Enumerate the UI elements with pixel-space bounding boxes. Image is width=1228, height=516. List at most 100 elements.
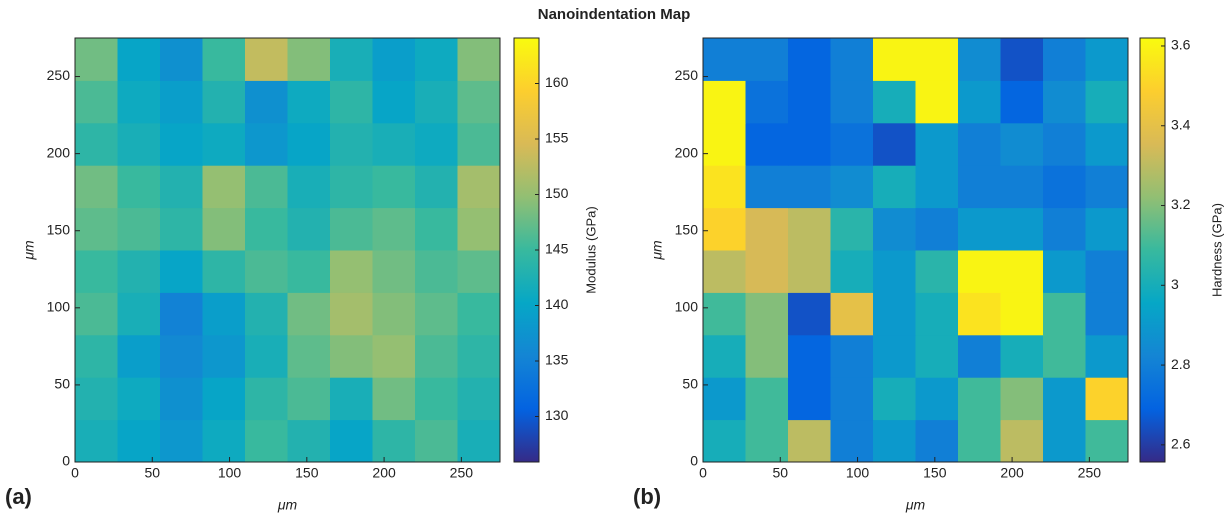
heatmap-cell bbox=[372, 292, 416, 336]
heatmap-cell bbox=[830, 165, 874, 209]
heatmap-cell bbox=[415, 334, 458, 378]
heatmap-cell bbox=[958, 292, 1001, 336]
heatmap-cell bbox=[202, 122, 246, 166]
y-tick-label: 50 bbox=[682, 376, 698, 392]
heatmap-cell bbox=[245, 207, 288, 251]
heatmap-cell bbox=[873, 377, 916, 421]
heatmap-cell bbox=[703, 38, 746, 81]
heatmap-cell bbox=[75, 334, 118, 378]
heatmap-cell bbox=[372, 250, 416, 293]
heatmap-cell bbox=[457, 122, 501, 166]
heatmap-cell bbox=[915, 165, 959, 209]
heatmap-cell bbox=[830, 80, 874, 124]
heatmap-cell bbox=[372, 207, 416, 251]
y-tick-label: 50 bbox=[54, 376, 70, 392]
heatmap-cell bbox=[1000, 122, 1044, 166]
heatmap-cell bbox=[1085, 122, 1129, 166]
heatmap-cell bbox=[245, 377, 288, 421]
heatmap-cell bbox=[1043, 207, 1086, 251]
heatmap-cell bbox=[958, 38, 1001, 81]
heatmap-cell bbox=[75, 207, 118, 251]
heatmap-cell bbox=[873, 38, 916, 81]
heatmap-cell bbox=[703, 334, 746, 378]
heatmap-cell bbox=[1085, 292, 1129, 336]
colorbar-tick-label: 130 bbox=[545, 407, 569, 423]
heatmap-cell bbox=[788, 334, 831, 378]
heatmap-cell bbox=[75, 80, 118, 124]
colorbar bbox=[1139, 37, 1166, 463]
heatmap-cell bbox=[745, 165, 789, 209]
heatmap-cell bbox=[457, 334, 501, 378]
heatmap-cell bbox=[75, 250, 118, 293]
heatmap-cell bbox=[958, 207, 1001, 251]
heatmap-cell bbox=[873, 80, 916, 124]
figure-title: Nanoindentation Map bbox=[538, 6, 691, 23]
heatmap-cell bbox=[160, 38, 203, 81]
heatmap-cell bbox=[245, 334, 288, 378]
heatmap-cell bbox=[75, 377, 118, 421]
heatmap-cell bbox=[202, 165, 246, 209]
heatmap-cell bbox=[873, 292, 916, 336]
heatmap-cell bbox=[745, 207, 789, 251]
heatmap-cell bbox=[330, 122, 373, 166]
heatmap-cell bbox=[415, 250, 458, 293]
heatmap-cell bbox=[958, 377, 1001, 421]
heatmap-cell bbox=[457, 419, 501, 463]
colorbar-tick-label: 3.2 bbox=[1171, 196, 1191, 212]
heatmap-cell bbox=[703, 377, 746, 421]
heatmap-cell bbox=[915, 207, 959, 251]
heatmap-cell bbox=[830, 419, 874, 463]
heatmap-cell bbox=[160, 165, 203, 209]
heatmap-cell bbox=[745, 80, 789, 124]
heatmap-cell bbox=[830, 377, 874, 421]
heatmap-cell bbox=[330, 165, 373, 209]
heatmap-cell bbox=[457, 292, 501, 336]
heatmap-cell bbox=[117, 122, 161, 166]
x-tick-label: 100 bbox=[846, 465, 870, 481]
heatmap-cell bbox=[287, 250, 331, 293]
heatmap-cell bbox=[117, 377, 161, 421]
heatmap-cell bbox=[1085, 250, 1129, 293]
heatmap-cell bbox=[75, 292, 118, 336]
y-tick-label: 0 bbox=[690, 453, 698, 469]
heatmap-cell bbox=[745, 38, 789, 81]
heatmap-cell bbox=[958, 80, 1001, 124]
heatmap-cell bbox=[287, 38, 331, 81]
heatmap-cell bbox=[788, 207, 831, 251]
heatmap-cell bbox=[1043, 377, 1086, 421]
heatmap-cell bbox=[1000, 38, 1044, 81]
x-tick-label: 150 bbox=[923, 465, 947, 481]
heatmap-cell bbox=[202, 334, 246, 378]
heatmap-cell bbox=[1085, 334, 1129, 378]
heatmap-cell bbox=[202, 250, 246, 293]
heatmap-cell bbox=[245, 80, 288, 124]
heatmap-cell bbox=[958, 165, 1001, 209]
heatmap-cell bbox=[457, 80, 501, 124]
heatmap-cell bbox=[117, 250, 161, 293]
heatmap-cell bbox=[1000, 377, 1044, 421]
heatmap-cell bbox=[703, 292, 746, 336]
heatmap-cell bbox=[160, 122, 203, 166]
x-tick-label: 150 bbox=[295, 465, 319, 481]
panel-label: (a) bbox=[5, 484, 32, 509]
heatmap-cell bbox=[202, 38, 246, 81]
y-tick-label: 150 bbox=[675, 221, 699, 237]
heatmap-cell bbox=[457, 207, 501, 251]
heatmap-cell bbox=[117, 334, 161, 378]
heatmap-cell bbox=[958, 334, 1001, 378]
heatmap-cell bbox=[915, 122, 959, 166]
y-tick-label: 0 bbox=[62, 453, 70, 469]
heatmap-cell bbox=[160, 377, 203, 421]
heatmap-cell bbox=[202, 292, 246, 336]
heatmap-cell bbox=[330, 419, 373, 463]
heatmap-cell bbox=[287, 165, 331, 209]
heatmap-cell bbox=[330, 292, 373, 336]
colorbar-tick-label: 3.4 bbox=[1171, 116, 1191, 132]
heatmap-cell bbox=[958, 419, 1001, 463]
heatmap-cell bbox=[415, 38, 458, 81]
heatmap-cell bbox=[958, 122, 1001, 166]
heatmap-cell bbox=[1085, 80, 1129, 124]
heatmap-cell bbox=[915, 250, 959, 293]
heatmap-cell bbox=[372, 122, 416, 166]
heatmap-cell bbox=[75, 122, 118, 166]
